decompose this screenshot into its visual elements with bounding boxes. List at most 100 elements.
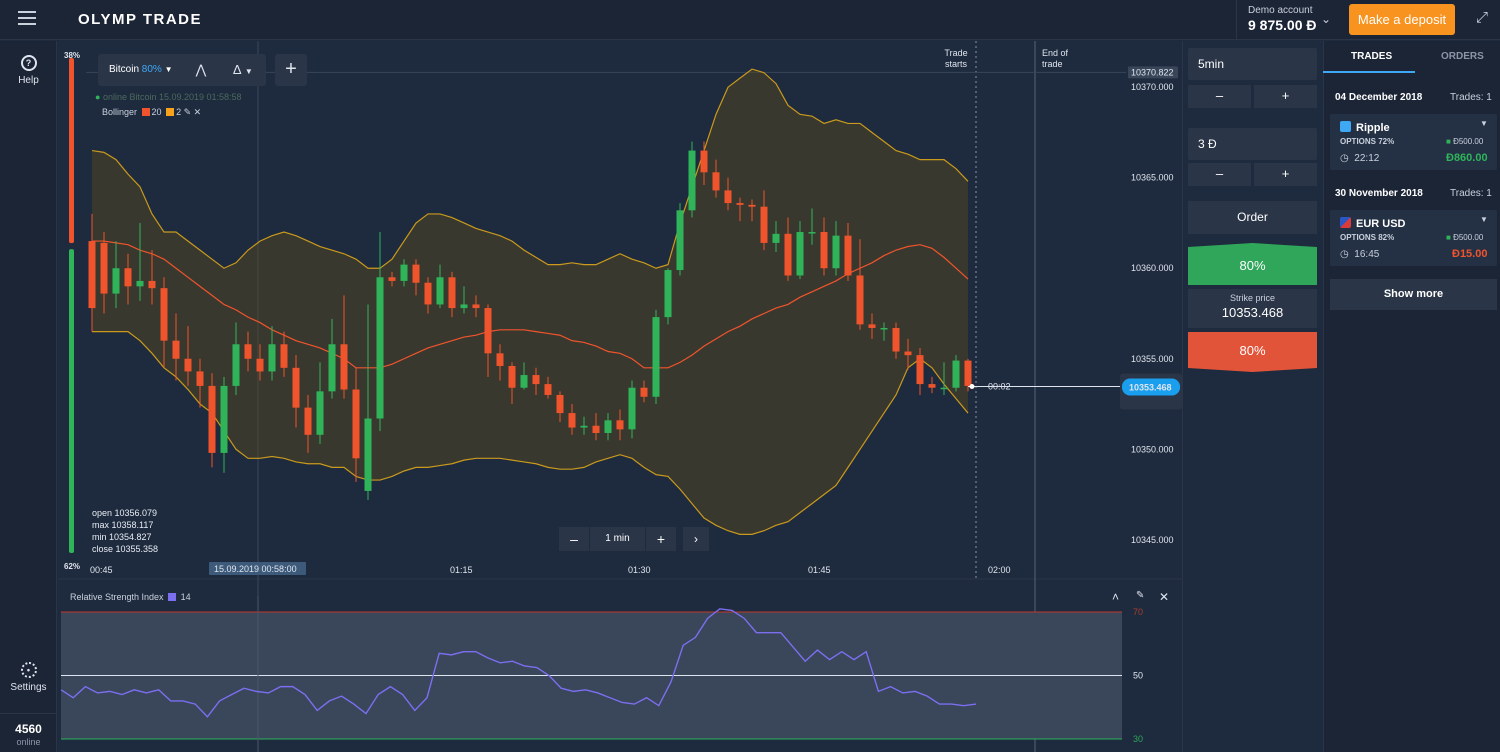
trade-group-count: Trades: 1 bbox=[1450, 92, 1492, 103]
price-chart[interactable]: 38% 62% 10370.000 10365.000 10360.000 10355.0… bbox=[58, 41, 1182, 752]
candle-body bbox=[748, 204, 756, 207]
candle-body bbox=[184, 358, 192, 372]
edit-icon[interactable]: ✎ bbox=[183, 107, 192, 117]
candle-body bbox=[736, 203, 744, 205]
rsi-label: Relative Strength Index bbox=[70, 592, 164, 602]
trade-options: OPTIONS 82% bbox=[1340, 233, 1395, 242]
duration-field[interactable] bbox=[1188, 48, 1317, 80]
trade-time: ◷ 22:12 bbox=[1340, 153, 1380, 164]
candle-body bbox=[652, 317, 660, 397]
candle-body bbox=[196, 371, 204, 386]
zoom-out-button[interactable]: – bbox=[559, 527, 589, 551]
candle-body bbox=[856, 275, 864, 325]
chevron-down-icon[interactable]: ⌄ bbox=[1321, 12, 1332, 26]
help-button[interactable]: ? Help bbox=[0, 55, 57, 86]
candle-body bbox=[208, 385, 216, 453]
candle-body bbox=[772, 233, 780, 243]
timer-label: 00:02 bbox=[988, 381, 1011, 391]
edit-icon[interactable]: ✎ bbox=[1136, 590, 1145, 601]
candle-body bbox=[484, 308, 492, 354]
tab-orders[interactable]: ORDERS bbox=[1441, 51, 1484, 62]
rsi-level-label: 50 bbox=[1133, 671, 1143, 681]
stake-icon: ■ bbox=[1446, 137, 1451, 146]
candle-body bbox=[628, 387, 636, 430]
y-tick-label: 10360.000 bbox=[1131, 263, 1174, 273]
candle-body bbox=[604, 420, 612, 433]
candle-body bbox=[340, 344, 348, 390]
drawing-tool-icon[interactable]: ⋀ bbox=[195, 62, 207, 77]
indicator-legend: Bollinger 20 2 ✎ ✕ bbox=[102, 107, 201, 118]
collapse-icon[interactable]: ˄ bbox=[1112, 590, 1120, 604]
candle-body bbox=[460, 304, 468, 309]
amount-minus-button[interactable]: – bbox=[1188, 163, 1251, 186]
fullscreen-icon[interactable]: ⤢ bbox=[1476, 9, 1489, 26]
ohlc-readout: open 10356.079 max 10358.117 min 10354.8… bbox=[92, 507, 158, 555]
amount-field[interactable] bbox=[1188, 128, 1317, 160]
candle-body bbox=[556, 394, 564, 414]
end-of-trade-label: trade bbox=[1042, 59, 1063, 69]
x-tick-label: 01:15 bbox=[450, 565, 473, 575]
candle-body bbox=[568, 413, 576, 428]
flag-icon bbox=[1340, 217, 1351, 228]
add-chart-button[interactable]: + bbox=[275, 54, 307, 86]
sentiment-up-label: 38% bbox=[64, 51, 80, 60]
close-icon[interactable]: ✕ bbox=[1159, 590, 1170, 604]
trade-starts-label: starts bbox=[945, 59, 968, 69]
settings-button[interactable]: • Settings bbox=[0, 662, 57, 693]
candle-body bbox=[520, 375, 528, 388]
candle-body bbox=[784, 233, 792, 276]
candle-body bbox=[112, 268, 120, 294]
amount-value: 3 Đ bbox=[1198, 137, 1217, 151]
duration-plus-button[interactable]: + bbox=[1254, 85, 1317, 108]
asset-selector[interactable]: Bitcoin 80% ▼ bbox=[97, 54, 186, 85]
candle-body bbox=[364, 418, 372, 491]
color-swatch bbox=[166, 108, 175, 116]
rsi-level-label: 30 bbox=[1133, 734, 1143, 744]
color-swatch bbox=[141, 108, 150, 116]
current-price-dot bbox=[969, 383, 975, 389]
up-button[interactable]: 80% bbox=[1239, 258, 1266, 273]
candle-body bbox=[448, 277, 456, 309]
show-more-button[interactable]: Show more bbox=[1330, 279, 1497, 310]
candle-body bbox=[424, 282, 432, 305]
candle-body bbox=[664, 270, 672, 318]
order-button[interactable]: Order bbox=[1188, 201, 1317, 234]
candle-body bbox=[892, 327, 900, 352]
down-button[interactable]: 80% bbox=[1239, 343, 1266, 358]
candle-body bbox=[508, 366, 516, 388]
current-price-label: 10353.468 bbox=[1129, 382, 1172, 392]
candle-body bbox=[640, 387, 648, 397]
top-bar: OLYMP TRADE Demo account 9 875.00 Đ ⌄ Ma… bbox=[0, 0, 1500, 40]
make-deposit-button[interactable]: Make a deposit bbox=[1349, 4, 1455, 35]
candle-body bbox=[868, 324, 876, 328]
trade-time: ◷ 16:45 bbox=[1340, 249, 1380, 260]
zoom-in-button[interactable]: + bbox=[646, 527, 676, 551]
x-tick-label: 00:45 bbox=[90, 565, 113, 575]
trade-group-date: 30 November 2018 bbox=[1335, 188, 1423, 199]
close-icon[interactable]: ✕ bbox=[193, 107, 202, 117]
candle-body bbox=[844, 235, 852, 276]
scroll-right-button[interactable]: › bbox=[683, 527, 709, 551]
trade-asset: Ripple bbox=[1340, 121, 1390, 134]
menu-icon[interactable] bbox=[18, 11, 36, 25]
candle-body bbox=[256, 358, 264, 372]
duration-minus-button[interactable]: – bbox=[1188, 85, 1251, 108]
amount-plus-button[interactable]: + bbox=[1254, 163, 1317, 186]
sentiment-down-label: 62% bbox=[64, 562, 80, 571]
candle-body bbox=[724, 190, 732, 204]
chevron-down-icon[interactable]: ▼ bbox=[1480, 119, 1488, 128]
indicator-tool-icon[interactable]: ∆ ▼ bbox=[233, 62, 253, 77]
trade-card[interactable] bbox=[1330, 210, 1497, 266]
account-label[interactable]: Demo account bbox=[1248, 5, 1313, 16]
top-price-label: 10370.822 bbox=[1131, 67, 1174, 77]
tab-trades[interactable]: TRADES bbox=[1351, 51, 1393, 62]
timeframe-label[interactable]: 1 min bbox=[590, 527, 645, 551]
trade-card[interactable] bbox=[1330, 114, 1497, 170]
strike-price-box: Strike price 10353.468 bbox=[1188, 289, 1317, 328]
candle-body bbox=[904, 351, 912, 356]
chevron-down-icon[interactable]: ▼ bbox=[1480, 215, 1488, 224]
candle-body bbox=[148, 280, 156, 289]
online-count: 4560 bbox=[15, 722, 42, 736]
chevron-down-icon: ▼ bbox=[164, 65, 173, 74]
account-balance[interactable]: 9 875.00 Đ bbox=[1248, 17, 1317, 33]
